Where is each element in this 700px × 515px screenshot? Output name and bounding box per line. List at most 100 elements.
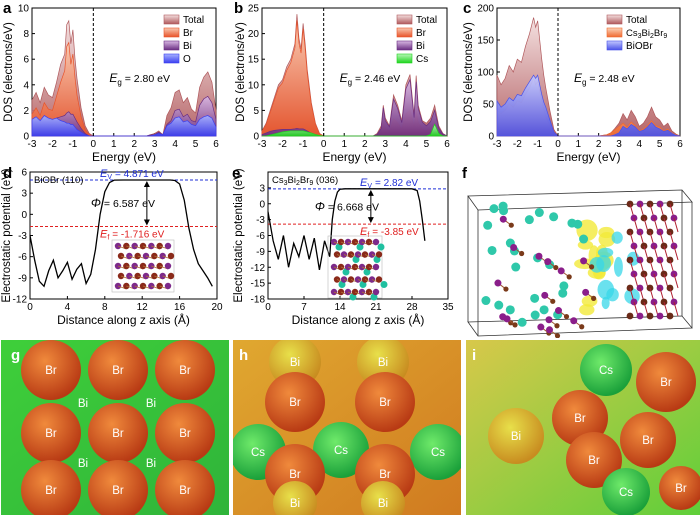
y-tick-label: -15 [251,279,266,290]
legend-label: BiOBr [626,41,653,52]
biobr-atom [666,312,674,320]
atom-label: Br [45,365,57,377]
bandgap-annotation: Eg = 2.46 eV [340,71,401,87]
bi-atom [503,315,511,323]
br-atom [550,298,556,304]
atom-label: Br [379,397,391,409]
legend-swatch [396,53,413,64]
cs-atom [534,208,544,218]
y-tick-label: 3 [259,183,265,194]
legend-swatch [163,14,180,25]
bi-atom [499,215,507,223]
bi-atom [546,326,554,334]
charge-density-cyan [611,231,623,244]
legend-label: Total [183,15,204,26]
legend-swatch [396,40,413,51]
x-tick-label: 21 [370,302,382,313]
y-tick-label: -3 [18,231,27,242]
x-axis-label: Energy (eV) [322,150,386,164]
y-tick-label: 10 [18,4,30,15]
legend-label: Bi [416,41,425,52]
cs-atom [505,305,515,315]
atom [167,272,175,280]
atom-label: Br [588,455,600,467]
x-tick-label: 3 [616,139,622,150]
y-tick-label: -12 [251,263,266,274]
atom-label: Bi [511,431,521,443]
bond [633,301,639,317]
cs-atom [349,293,357,301]
dos-area-biobr [496,74,681,137]
panel-label-f: f [462,165,467,182]
biobr-atom [626,312,634,320]
atom-label: Cs [334,445,348,457]
dos-chart-heterojunction: -3 -2 -1 0 1 2 3 4 5 6 0 50 100 150 200 Energy (eV) DOS … [463,4,683,165]
x-tick-label: -3 [28,139,37,150]
x-tick-label: 4 [637,139,643,150]
x-axis-label: Energy (eV) [92,150,156,164]
x-tick-label: 0 [27,302,33,313]
surface-map-cs3bi2br9: Bi Bi Br Br Cs Cs Cs Br Br Bi Bi h [233,340,461,515]
atom-label: Br [660,377,672,389]
y-tick-label: 15 [248,55,260,66]
atom-sphere-br [88,460,148,515]
atom-label: Cs [619,487,633,499]
x-tick-label: 7 [301,302,307,313]
bond [643,245,649,261]
bond [673,217,679,233]
bi-atom [545,316,553,324]
atom [167,252,175,260]
atom-label: Br [112,365,124,377]
atom-label: Br [45,428,57,440]
atom-sphere-br [620,412,676,468]
bi-atom [494,279,502,287]
x-tick-label: 16 [174,302,186,313]
legend-swatch [163,40,180,51]
cs-atom [579,234,589,244]
legend-swatch [163,27,180,38]
atom-label: Br [642,435,654,447]
heterostructure-model [467,189,693,338]
crystal-cell [111,239,175,293]
x-tick-label: 5 [657,139,663,150]
br-atom [588,264,595,270]
y-tick-label: 8 [23,29,29,40]
atom-sphere-br [155,403,215,463]
br-atom [503,286,509,292]
atom-sphere-cs [313,422,369,478]
cs-atom [335,243,343,251]
atom-sphere-br [21,403,81,463]
bond [673,273,679,289]
cs-atom [489,204,499,214]
atom-sphere-cs [580,344,632,396]
y-tick-label: 0 [259,199,265,210]
bond [663,217,669,233]
atom [372,238,380,246]
bounding-box [467,189,693,337]
x-tick-label: 1 [111,139,117,150]
y-tick-label: 10 [248,80,260,91]
x-tick-label: 1 [576,139,582,150]
atom-sphere-br [155,460,215,515]
atom-sphere-br [636,352,696,412]
x-tick-label: 0 [555,139,561,150]
work-function-label: Φ = 6.587 eV [91,196,155,210]
bond [663,301,669,317]
panel-label-a: a [3,0,12,17]
cs-atom [352,256,360,263]
atom-label: Br [675,483,687,495]
x-tick-label: 5 [193,139,199,150]
atom-label: Br [574,413,586,425]
y-tick-label: 5 [253,106,259,117]
x-tick-label: 2 [131,139,137,150]
legend-label: Total [416,15,437,26]
charge-density-cyan [596,255,612,272]
charge-density-cyan [597,279,615,300]
atom-label: Bi [378,357,388,369]
x-tick-label: 35 [442,302,454,313]
x-tick-label: 14 [334,302,346,313]
bi-atom [535,252,543,260]
cs-atom [373,256,381,263]
y-tick-label: 20 [248,29,260,40]
legend-label: Total [626,15,647,26]
